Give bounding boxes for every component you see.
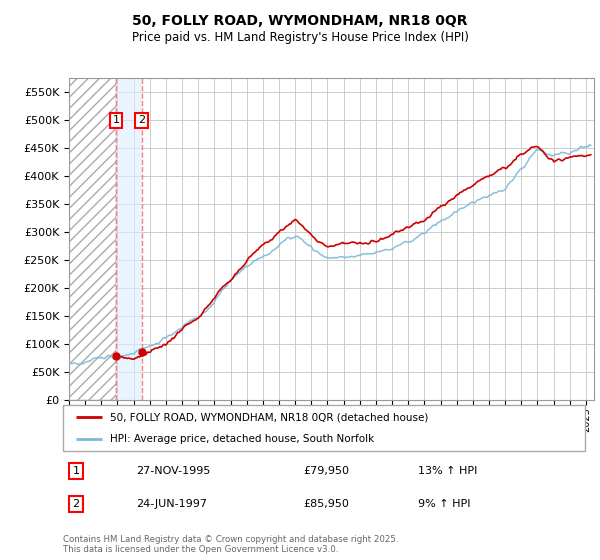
- Bar: [116, 78, 142, 400]
- FancyBboxPatch shape: [63, 405, 585, 451]
- Text: 24-JUN-1997: 24-JUN-1997: [136, 499, 207, 509]
- Text: 1: 1: [73, 466, 80, 476]
- Text: 2: 2: [138, 115, 145, 125]
- Text: £85,950: £85,950: [303, 499, 349, 509]
- Text: 50, FOLLY ROAD, WYMONDHAM, NR18 0QR: 50, FOLLY ROAD, WYMONDHAM, NR18 0QR: [132, 14, 468, 28]
- Text: 50, FOLLY ROAD, WYMONDHAM, NR18 0QR (detached house): 50, FOLLY ROAD, WYMONDHAM, NR18 0QR (det…: [110, 412, 428, 422]
- Bar: [69, 78, 116, 400]
- Text: 13% ↑ HPI: 13% ↑ HPI: [418, 466, 478, 476]
- Text: 2: 2: [73, 499, 80, 509]
- Text: 27-NOV-1995: 27-NOV-1995: [136, 466, 211, 476]
- Text: Price paid vs. HM Land Registry's House Price Index (HPI): Price paid vs. HM Land Registry's House …: [131, 31, 469, 44]
- Text: £79,950: £79,950: [303, 466, 349, 476]
- Text: 9% ↑ HPI: 9% ↑ HPI: [418, 499, 470, 509]
- Text: 1: 1: [112, 115, 119, 125]
- Text: HPI: Average price, detached house, South Norfolk: HPI: Average price, detached house, Sout…: [110, 435, 374, 444]
- Text: Contains HM Land Registry data © Crown copyright and database right 2025.
This d: Contains HM Land Registry data © Crown c…: [63, 535, 398, 554]
